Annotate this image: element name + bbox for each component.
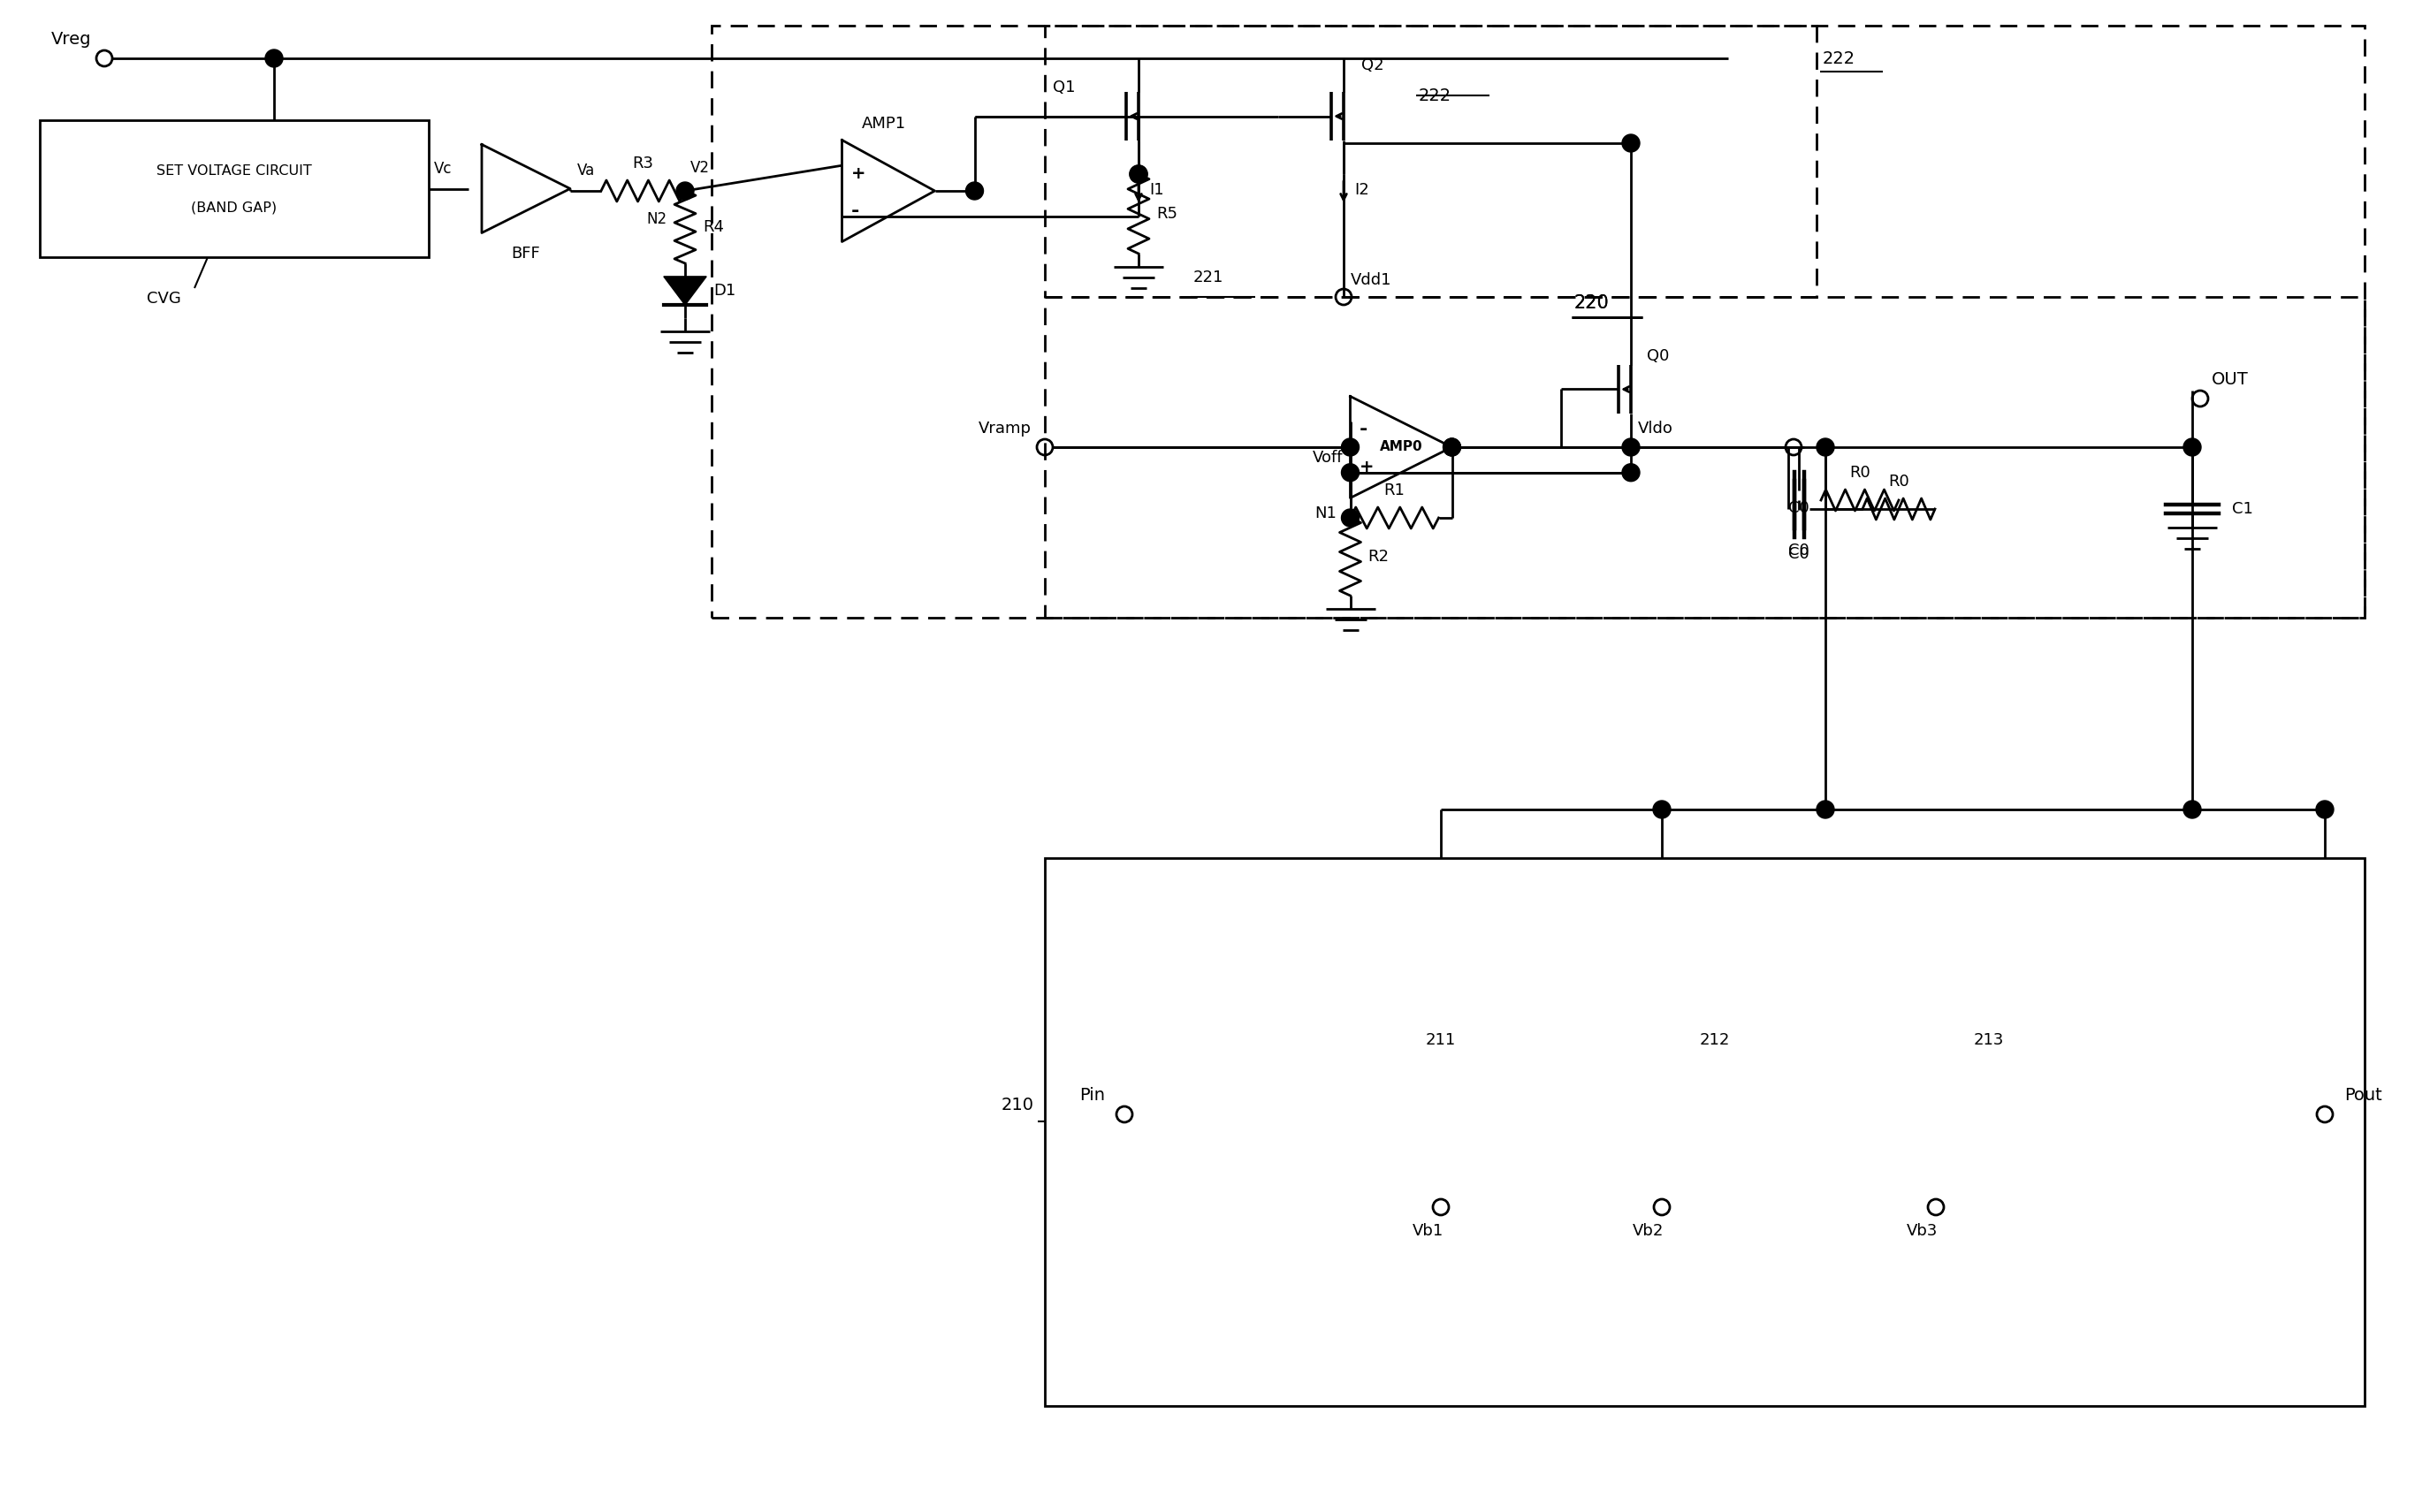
Text: 220: 220 — [1575, 295, 1609, 311]
Text: Voff: Voff — [1312, 449, 1344, 466]
Text: C0: C0 — [1788, 500, 1810, 516]
Text: Q2: Q2 — [1361, 57, 1385, 74]
Text: 212: 212 — [1699, 1033, 1730, 1048]
Text: Vreg: Vreg — [51, 30, 90, 48]
Circle shape — [1623, 464, 1640, 481]
Text: +: + — [1358, 460, 1373, 476]
Circle shape — [1341, 510, 1358, 526]
Text: R3: R3 — [632, 156, 654, 171]
Text: Q0: Q0 — [1648, 348, 1669, 364]
Text: Vb2: Vb2 — [1633, 1223, 1665, 1238]
Text: I1: I1 — [1149, 181, 1164, 198]
Circle shape — [1623, 438, 1640, 457]
Text: D1: D1 — [714, 283, 736, 299]
Text: CVG: CVG — [146, 290, 180, 307]
Text: SET VOLTAGE CIRCUIT: SET VOLTAGE CIRCUIT — [156, 165, 311, 177]
Circle shape — [2185, 438, 2202, 457]
Circle shape — [1443, 438, 1460, 457]
Text: Vdd1: Vdd1 — [1351, 272, 1392, 289]
Text: R2: R2 — [1368, 549, 1390, 564]
Circle shape — [1130, 165, 1147, 183]
Text: N1: N1 — [1315, 505, 1336, 522]
Text: Pin: Pin — [1079, 1087, 1106, 1104]
Text: R0: R0 — [1888, 473, 1910, 490]
Text: AMP0: AMP0 — [1380, 440, 1422, 454]
Text: AMP1: AMP1 — [863, 115, 906, 132]
Text: R4: R4 — [702, 219, 724, 234]
Text: R0: R0 — [1849, 464, 1871, 481]
Text: -: - — [1358, 420, 1368, 438]
Text: (BAND GAP): (BAND GAP) — [192, 201, 277, 215]
Circle shape — [1818, 438, 1835, 457]
Circle shape — [1818, 801, 1835, 818]
Text: I2: I2 — [1354, 181, 1368, 198]
Text: R1: R1 — [1385, 482, 1405, 499]
Text: 221: 221 — [1193, 269, 1225, 286]
Circle shape — [2316, 801, 2333, 818]
Text: 222: 222 — [1419, 88, 1451, 104]
Text: C0: C0 — [1788, 546, 1810, 562]
Circle shape — [2185, 801, 2202, 818]
Text: Va: Va — [578, 163, 595, 178]
Text: Q1: Q1 — [1052, 80, 1074, 95]
Circle shape — [1130, 165, 1147, 183]
Text: Vramp: Vramp — [979, 420, 1033, 437]
Circle shape — [1623, 135, 1640, 153]
Circle shape — [1341, 464, 1358, 481]
Text: -: - — [850, 203, 860, 221]
Text: V2: V2 — [690, 160, 710, 175]
Text: Vldo: Vldo — [1638, 420, 1674, 437]
Circle shape — [676, 181, 695, 200]
Text: 211: 211 — [1426, 1033, 1456, 1048]
Text: Pout: Pout — [2345, 1087, 2381, 1104]
Text: R5: R5 — [1157, 206, 1179, 222]
Text: C1: C1 — [2233, 500, 2253, 517]
Text: BFF: BFF — [510, 246, 539, 262]
Text: 222: 222 — [1822, 50, 1857, 67]
Text: N2: N2 — [646, 212, 666, 227]
Text: 210: 210 — [1001, 1096, 1035, 1113]
Text: OUT: OUT — [2211, 370, 2248, 389]
Text: Vc: Vc — [435, 162, 452, 177]
Circle shape — [1652, 801, 1672, 818]
Circle shape — [965, 181, 984, 200]
Polygon shape — [663, 277, 707, 305]
Text: Vb3: Vb3 — [1908, 1223, 1939, 1238]
Text: 220: 220 — [1575, 295, 1609, 311]
Text: 213: 213 — [1973, 1033, 2005, 1048]
FancyBboxPatch shape — [39, 119, 428, 257]
Text: Vb1: Vb1 — [1412, 1223, 1443, 1238]
Text: C0: C0 — [1788, 543, 1810, 558]
FancyBboxPatch shape — [1045, 859, 2364, 1406]
Text: +: + — [850, 165, 865, 181]
Circle shape — [265, 50, 282, 67]
Circle shape — [1341, 438, 1358, 457]
